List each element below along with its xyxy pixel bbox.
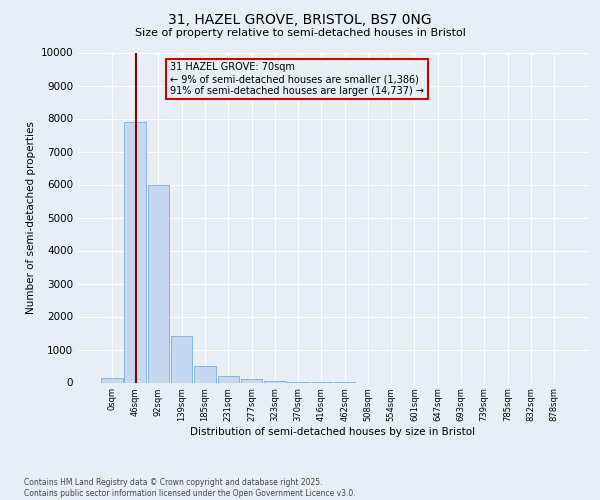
X-axis label: Distribution of semi-detached houses by size in Bristol: Distribution of semi-detached houses by …: [190, 427, 476, 437]
Bar: [264, 381, 286, 382]
Text: Contains HM Land Registry data © Crown copyright and database right 2025.
Contai: Contains HM Land Registry data © Crown c…: [24, 478, 356, 498]
Bar: [124, 122, 146, 382]
Bar: [148, 184, 169, 382]
Bar: [171, 336, 193, 382]
Text: Size of property relative to semi-detached houses in Bristol: Size of property relative to semi-detach…: [134, 28, 466, 38]
Text: 31, HAZEL GROVE, BRISTOL, BS7 0NG: 31, HAZEL GROVE, BRISTOL, BS7 0NG: [168, 12, 432, 26]
Bar: [218, 376, 239, 382]
Bar: [241, 379, 262, 382]
Bar: [194, 366, 215, 382]
Text: 31 HAZEL GROVE: 70sqm
← 9% of semi-detached houses are smaller (1,386)
91% of se: 31 HAZEL GROVE: 70sqm ← 9% of semi-detac…: [170, 62, 424, 96]
Bar: [101, 378, 122, 382]
Y-axis label: Number of semi-detached properties: Number of semi-detached properties: [26, 121, 37, 314]
